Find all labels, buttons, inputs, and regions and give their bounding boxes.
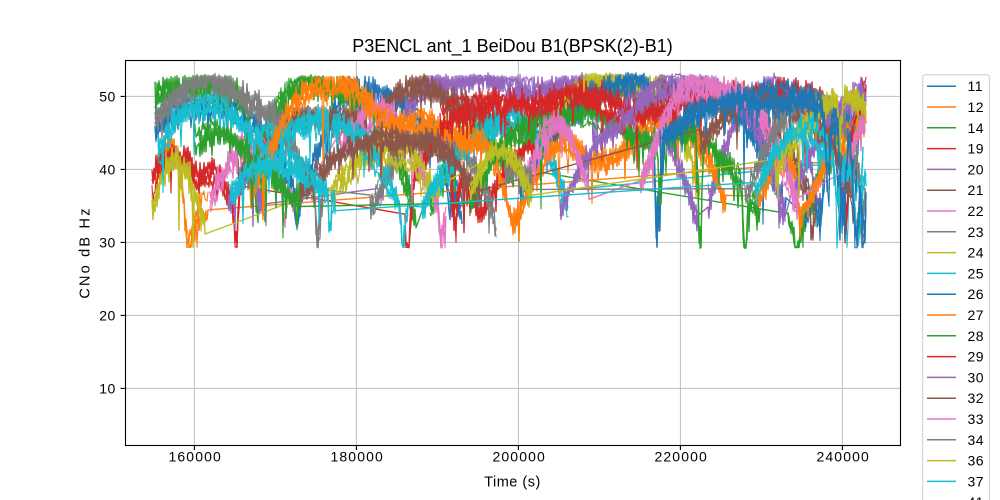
svg-text:CNo dB Hz: CNo dB Hz — [78, 206, 94, 298]
svg-text:22: 22 — [968, 203, 985, 219]
svg-text:21: 21 — [968, 182, 985, 198]
svg-text:30: 30 — [99, 234, 116, 250]
svg-text:40: 40 — [99, 161, 116, 177]
svg-text:180000: 180000 — [331, 449, 384, 465]
svg-text:23: 23 — [968, 224, 985, 240]
svg-text:50: 50 — [99, 88, 116, 104]
svg-text:20: 20 — [968, 161, 985, 177]
svg-text:27: 27 — [968, 307, 985, 323]
svg-text:11: 11 — [968, 78, 984, 94]
svg-text:20: 20 — [99, 307, 116, 323]
svg-text:10: 10 — [99, 380, 116, 396]
svg-text:160000: 160000 — [169, 449, 222, 465]
svg-text:26: 26 — [968, 286, 985, 302]
svg-text:12: 12 — [968, 99, 985, 115]
svg-text:41: 41 — [968, 494, 985, 500]
svg-text:P3ENCL ant_1 BeiDou B1(BPSK(2): P3ENCL ant_1 BeiDou B1(BPSK(2)-B1) — [352, 36, 672, 57]
svg-text:37: 37 — [968, 473, 985, 489]
svg-text:Time (s): Time (s) — [484, 474, 541, 490]
svg-text:19: 19 — [968, 141, 985, 157]
svg-text:30: 30 — [968, 369, 985, 385]
svg-text:25: 25 — [968, 265, 985, 281]
svg-text:34: 34 — [968, 432, 985, 448]
svg-text:240000: 240000 — [817, 449, 870, 465]
svg-text:29: 29 — [968, 349, 985, 365]
svg-text:33: 33 — [968, 411, 985, 427]
svg-text:14: 14 — [968, 120, 985, 136]
svg-text:36: 36 — [968, 453, 985, 469]
svg-text:32: 32 — [968, 390, 985, 406]
svg-text:200000: 200000 — [493, 449, 546, 465]
svg-text:220000: 220000 — [655, 449, 708, 465]
svg-text:24: 24 — [968, 245, 985, 261]
svg-text:28: 28 — [968, 328, 985, 344]
